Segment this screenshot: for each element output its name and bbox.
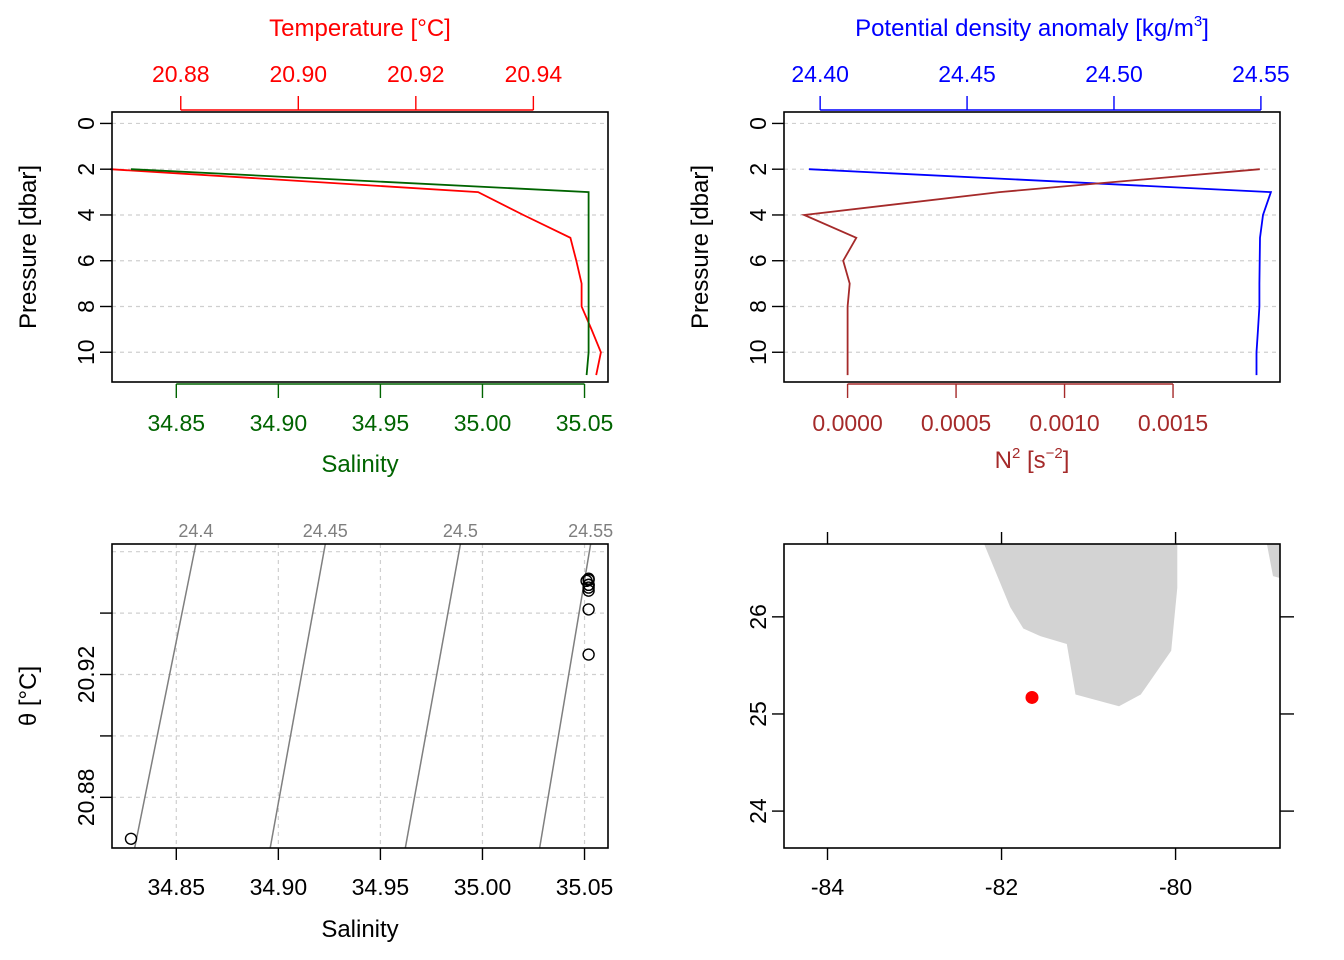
isopycnal-label-1: 24.45 xyxy=(303,521,348,541)
p2-density-tick-label-3: 24.55 xyxy=(1232,61,1290,87)
p1-grid xyxy=(112,122,608,353)
p2-ytick-label-0: 0 xyxy=(745,117,771,130)
isopycnal-line-1 xyxy=(269,543,327,849)
p2-density-tick-label-0: 24.40 xyxy=(791,61,849,87)
p1-salinity-tick-label-2: 34.95 xyxy=(352,410,410,436)
p1-ytick-label-3: 6 xyxy=(73,254,99,267)
p3-axes: 34.85 34.90 34.95 35.00 35.05 20.88 20.92 24.4 2… xyxy=(73,521,613,900)
ts-point-2 xyxy=(582,603,595,616)
p3-xtick-label-1: 34.90 xyxy=(250,874,308,900)
p1-salinity-tick-label-0: 34.85 xyxy=(148,410,206,436)
p4-lat-label-0: 24 xyxy=(745,798,771,824)
p1-ytick-label-4: 8 xyxy=(73,300,99,313)
p3-frame xyxy=(111,543,609,849)
p2-density-tick-label-2: 24.50 xyxy=(1085,61,1143,87)
p1-temperature-tick-label-0: 20.88 xyxy=(152,61,210,87)
n2-axis-label: N2 [s−2] xyxy=(995,445,1070,474)
p4-axes: -84 -82 -80 24 25 26 xyxy=(745,532,1294,900)
isopycnal-label-0: 24.4 xyxy=(178,521,213,541)
p2-density-tick-label-1: 24.45 xyxy=(938,61,996,87)
temperature-profile-line xyxy=(110,168,602,376)
p4-lat-label-1: 25 xyxy=(745,701,771,727)
p3-grid xyxy=(112,544,608,848)
p1-salinity-tick-label-1: 34.90 xyxy=(250,410,308,436)
isopycnal-line-2 xyxy=(404,543,462,849)
panel-station-map: -84 -82 -80 24 25 26 xyxy=(745,532,1294,900)
p3-xtick-label-0: 34.85 xyxy=(148,874,206,900)
p3-ytick-label-0: 20.88 xyxy=(73,769,99,827)
p2-ytick-label-5: 10 xyxy=(745,339,771,365)
isopycnal-label-2: 24.5 xyxy=(443,521,478,541)
p4-lat-label-2: 26 xyxy=(745,604,771,630)
p2-frame xyxy=(783,111,1281,383)
p2-grid xyxy=(784,122,1280,353)
panel-ts-diagram: 34.85 34.90 34.95 35.00 35.05 20.88 20.92 24.4 2… xyxy=(15,521,613,943)
land-polygon-1 xyxy=(1266,544,1280,578)
p1-ytick-label-0: 0 xyxy=(73,117,99,130)
p2-n2-tick-label-2: 0.0010 xyxy=(1029,410,1099,436)
p2-ytick-label-3: 6 xyxy=(745,254,771,267)
p4-lon-label-1: -82 xyxy=(985,874,1018,900)
p1-temperature-tick-label-2: 20.92 xyxy=(387,61,445,87)
p4-lon-label-0: -84 xyxy=(811,874,844,900)
salinity-profile-line xyxy=(130,168,590,376)
ts-point-8 xyxy=(582,572,595,585)
p2-axes: 0 2 4 6 8 10 24.40 24.45 24.50 24.55 0.0000 0.0005 0… xyxy=(745,61,1290,436)
p1-ytick-label-1: 2 xyxy=(73,163,99,176)
station-marker xyxy=(1025,690,1039,704)
p1-temperature-tick-label-3: 20.94 xyxy=(505,61,563,87)
p4-land xyxy=(984,544,1280,707)
panel-temperature-salinity: 0 2 4 6 8 10 20.88 20.90 20.92 20.94 34.85 34.90 34.… xyxy=(15,15,613,478)
p1-salinity-tick-label-4: 35.05 xyxy=(556,410,614,436)
p2-ytick-label-1: 2 xyxy=(745,163,771,176)
isopycnal-line-0 xyxy=(133,543,197,849)
pressure-axis-label-2: Pressure [dbar] xyxy=(687,165,714,329)
panel-density-n2: 0 2 4 6 8 10 24.40 24.45 24.50 24.55 0.0000 0.0005 0… xyxy=(687,13,1290,474)
N2-profile-line xyxy=(800,168,1260,376)
pressure-axis-label-1: Pressure [dbar] xyxy=(15,165,42,329)
p1-salinity-tick-label-3: 35.00 xyxy=(454,410,512,436)
p2-ytick-label-4: 8 xyxy=(745,300,771,313)
p4-frame xyxy=(783,543,1281,849)
p3-series xyxy=(124,543,595,849)
p1-frame xyxy=(111,111,609,383)
p2-n2-tick-label-0: 0.0000 xyxy=(812,410,882,436)
theta-axis-label: θ [°C] xyxy=(15,666,42,726)
p2-n2-tick-label-3: 0.0015 xyxy=(1138,410,1208,436)
p2-n2-tick-label-1: 0.0005 xyxy=(921,410,991,436)
p1-axes: 0 2 4 6 8 10 20.88 20.90 20.92 20.94 34.85 34.90 34.… xyxy=(73,61,613,436)
density-axis-label: Potential density anomaly [kg/m3] xyxy=(855,13,1209,42)
p2-ytick-label-2: 4 xyxy=(745,208,771,221)
p3-ytick-label-1: 20.92 xyxy=(73,646,99,704)
isopycnal-label-3: 24.55 xyxy=(568,521,613,541)
ts-point-1 xyxy=(582,648,595,661)
ts-point-0 xyxy=(124,832,138,845)
p3-xtick-label-4: 35.05 xyxy=(556,874,614,900)
isopycnal-line-3 xyxy=(538,543,592,849)
temperature-axis-label: Temperature [°C] xyxy=(269,15,451,42)
salinity-axis-label: Salinity xyxy=(321,451,398,478)
land-polygon-0 xyxy=(984,544,1178,707)
p3-xtick-label-3: 35.00 xyxy=(454,874,512,900)
ts-salinity-axis-label: Salinity xyxy=(321,916,398,943)
p1-ytick-label-2: 4 xyxy=(73,208,99,221)
p3-xtick-label-2: 34.95 xyxy=(352,874,410,900)
p1-series xyxy=(110,168,602,376)
p1-ytick-label-5: 10 xyxy=(73,339,99,365)
p1-temperature-tick-label-1: 20.90 xyxy=(270,61,328,87)
ts-point-9 xyxy=(580,574,593,588)
density-profile-line xyxy=(808,168,1273,376)
p4-lon-label-2: -80 xyxy=(1159,874,1192,900)
p2-series xyxy=(800,168,1273,376)
